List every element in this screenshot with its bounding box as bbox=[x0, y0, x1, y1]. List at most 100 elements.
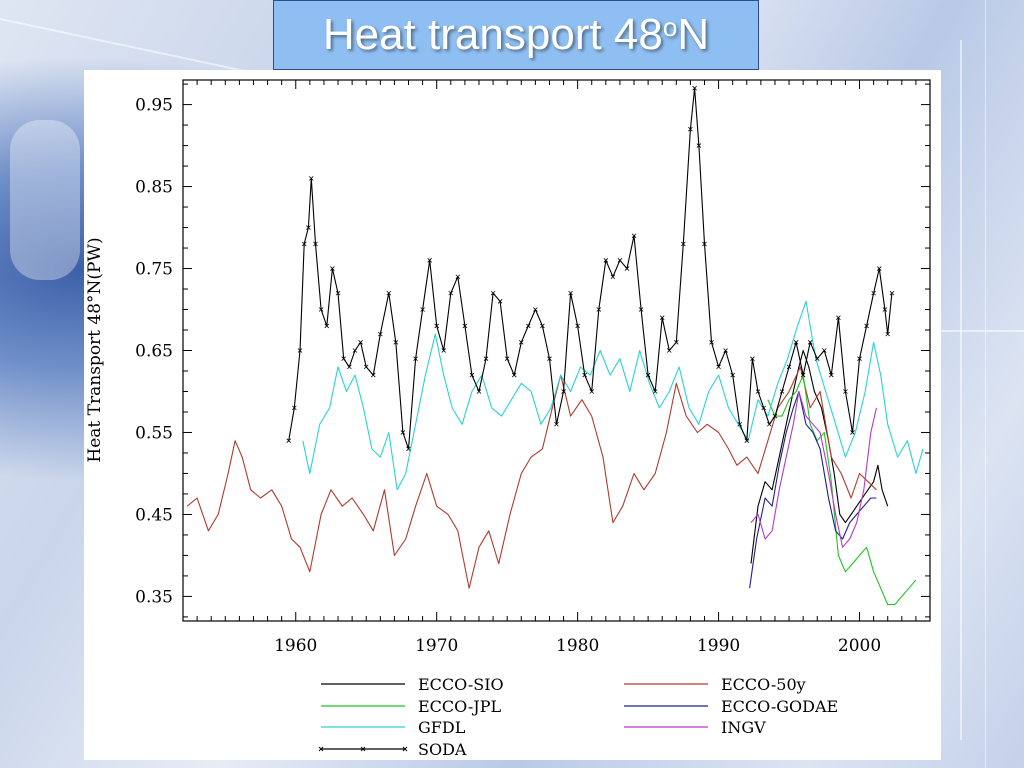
soda-marker bbox=[490, 290, 496, 296]
soda-marker bbox=[561, 389, 566, 394]
soda-marker bbox=[779, 389, 785, 394]
soda-marker bbox=[533, 307, 538, 312]
legend-label: ECCO-GODAE bbox=[721, 697, 838, 716]
soda-marker bbox=[836, 315, 841, 320]
legend: ECCO-SIO ECCO-50y ECCO-JPL ECCO-GODAE GFDL IN… bbox=[318, 675, 838, 759]
soda-marker bbox=[889, 290, 895, 296]
heat-transport-chart: 1960 1970 1980 1990 2000 0.35 0.45 0.55 0.65 0.75… bbox=[85, 79, 931, 759]
soda-marker bbox=[772, 413, 778, 419]
legend-item-gfdl: GFDL bbox=[321, 718, 466, 737]
series-markers bbox=[286, 85, 895, 452]
legend-label: ECCO-50y bbox=[721, 675, 806, 694]
soda-marker bbox=[554, 421, 559, 427]
series-line-ecco-godae bbox=[749, 390, 877, 589]
soda-marker bbox=[306, 225, 311, 230]
series-line-ecco-jpl bbox=[767, 374, 917, 606]
soda-marker bbox=[400, 430, 406, 435]
background-streak bbox=[985, 0, 986, 768]
legend-item-ecco-jpl: ECCO-JPL bbox=[321, 697, 501, 716]
soda-marker bbox=[617, 258, 623, 263]
soda-marker bbox=[469, 372, 475, 378]
soda-marker bbox=[822, 348, 827, 353]
soda-marker bbox=[876, 266, 882, 271]
soda-marker bbox=[497, 299, 503, 304]
soda-marker bbox=[504, 356, 510, 361]
soda-marker bbox=[358, 340, 363, 345]
soda-marker bbox=[638, 307, 644, 312]
background-streak bbox=[960, 40, 962, 740]
legend-marker bbox=[318, 746, 324, 752]
soda-marker bbox=[413, 356, 418, 361]
soda-marker bbox=[462, 323, 468, 329]
soda-marker bbox=[864, 323, 869, 329]
x-tick-label: 1980 bbox=[556, 636, 599, 656]
legend-marker bbox=[360, 746, 366, 752]
soda-marker bbox=[688, 126, 693, 132]
slide-title-text: Heat transport 48 bbox=[322, 10, 663, 59]
soda-marker bbox=[702, 241, 707, 247]
soda-marker bbox=[582, 372, 587, 378]
y-tick-label: 0.85 bbox=[135, 178, 173, 198]
series-line-soda bbox=[288, 87, 893, 450]
soda-marker bbox=[427, 258, 432, 263]
x-tick-label: 1970 bbox=[415, 636, 458, 656]
soda-marker bbox=[341, 356, 346, 361]
soda-marker bbox=[652, 389, 658, 394]
soda-marker bbox=[518, 340, 524, 345]
legend-item-ecco-godae: ECCO-GODAE bbox=[624, 697, 838, 716]
soda-marker bbox=[318, 307, 324, 312]
soda-marker bbox=[624, 266, 630, 271]
soda-marker bbox=[596, 307, 602, 312]
soda-marker bbox=[568, 290, 573, 296]
soda-marker bbox=[885, 331, 890, 337]
soda-marker bbox=[666, 348, 672, 353]
soda-marker bbox=[547, 356, 552, 361]
series-lines bbox=[186, 87, 924, 606]
series-line-gfdl bbox=[302, 300, 924, 491]
y-tick-label: 0.35 bbox=[135, 587, 173, 607]
legend-item-ecco-sio: ECCO-SIO bbox=[321, 675, 504, 694]
background-streak bbox=[10, 120, 80, 280]
soda-marker bbox=[540, 323, 545, 329]
legend-item-soda: SODA bbox=[318, 740, 467, 759]
soda-marker bbox=[645, 372, 651, 378]
y-tick-label: 0.75 bbox=[135, 260, 173, 280]
legend-item-ingv: INGV bbox=[624, 718, 766, 737]
series-line-ecco-50y bbox=[186, 366, 877, 589]
soda-marker bbox=[286, 438, 291, 443]
soda-marker bbox=[716, 364, 721, 370]
soda-marker bbox=[786, 364, 792, 370]
soda-marker bbox=[313, 241, 318, 247]
soda-marker bbox=[744, 438, 750, 443]
x-tick-label: 1960 bbox=[274, 636, 317, 656]
tick-labels: 1960 1970 1980 1990 2000 0.35 0.45 0.55 0.65 0.75… bbox=[135, 96, 881, 656]
legend-marker bbox=[402, 746, 408, 752]
soda-marker bbox=[730, 372, 735, 378]
y-tick-label: 0.55 bbox=[135, 423, 173, 443]
soda-marker bbox=[589, 389, 595, 394]
soda-marker bbox=[335, 290, 341, 296]
soda-marker bbox=[483, 356, 489, 361]
series-line-ingv bbox=[750, 390, 877, 548]
soda-marker bbox=[610, 274, 616, 280]
soda-marker bbox=[814, 356, 820, 361]
soda-marker bbox=[750, 356, 755, 361]
soda-marker bbox=[406, 446, 411, 452]
background-streak bbox=[941, 330, 1024, 332]
soda-marker bbox=[455, 274, 461, 280]
soda-marker bbox=[723, 348, 728, 353]
soda-marker bbox=[370, 372, 376, 378]
soda-marker bbox=[850, 430, 855, 435]
soda-marker bbox=[330, 266, 335, 271]
y-axis-label: Heat Transport 48°N(PW) bbox=[85, 237, 105, 462]
y-tick-label: 0.45 bbox=[135, 505, 173, 525]
soda-marker bbox=[857, 356, 862, 361]
legend-label: INGV bbox=[721, 718, 766, 737]
soda-marker bbox=[631, 233, 637, 239]
soda-marker bbox=[696, 143, 702, 148]
soda-marker bbox=[709, 340, 714, 345]
series-line-ecco-sio bbox=[750, 349, 889, 564]
soda-marker bbox=[297, 348, 303, 353]
soda-marker bbox=[420, 307, 425, 312]
soda-marker bbox=[324, 323, 330, 329]
